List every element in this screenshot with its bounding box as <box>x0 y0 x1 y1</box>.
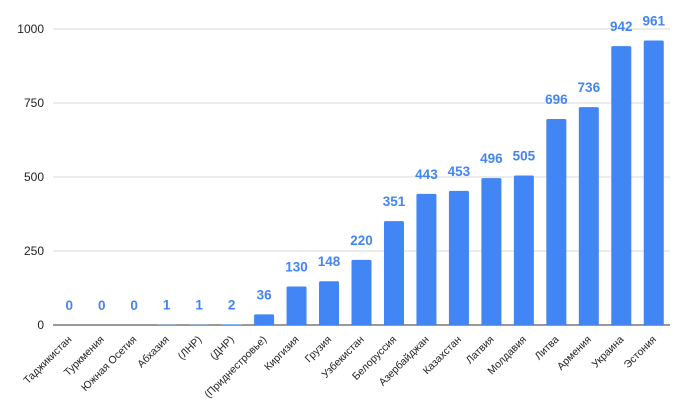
bars-layer <box>156 40 664 325</box>
x-tick-label: (ДНР) <box>208 334 237 363</box>
data-label: 1 <box>163 298 171 313</box>
data-label: 130 <box>285 260 308 275</box>
bar <box>448 190 469 325</box>
data-labels-layer: 0 0 0 1 1 2 36 130 148 220 351 443 453 496 505 696 736 94… <box>65 14 665 313</box>
data-label: 696 <box>545 92 568 107</box>
bar <box>286 286 307 325</box>
x-tick-label: (Приднестровье) <box>202 334 269 401</box>
data-label: 443 <box>415 167 438 182</box>
x-tick-label: Грузия <box>303 334 334 365</box>
bar <box>643 40 664 325</box>
data-label: 0 <box>65 298 73 313</box>
y-tick-label: 250 <box>24 244 44 258</box>
data-label: 453 <box>448 164 471 179</box>
y-tick-label: 750 <box>24 96 44 110</box>
bar <box>481 178 502 325</box>
x-tick-label: Таджикистан <box>21 333 74 386</box>
data-label: 148 <box>318 254 341 269</box>
y-tick-label: 500 <box>24 170 44 184</box>
data-label: 0 <box>98 298 106 313</box>
bar <box>254 314 275 325</box>
data-label: 736 <box>578 80 601 95</box>
data-label: 942 <box>610 19 633 34</box>
bar <box>351 259 372 325</box>
bar <box>578 107 599 325</box>
x-tick-label: Литва <box>533 334 562 363</box>
data-label: 351 <box>383 194 406 209</box>
bar <box>383 221 404 325</box>
y-tick-label: 0 <box>37 318 44 332</box>
data-label: 2 <box>228 297 236 312</box>
data-label: 505 <box>513 149 536 164</box>
bar <box>611 46 632 325</box>
y-tick-label: 1000 <box>17 22 44 36</box>
x-tick-label: Армения <box>555 334 594 373</box>
data-label: 220 <box>350 233 373 248</box>
x-tick-label: Эстония <box>622 334 659 371</box>
bar <box>513 175 534 325</box>
data-label: 0 <box>130 298 138 313</box>
x-tick-label: (ЛНР) <box>176 334 205 363</box>
bar <box>546 118 567 325</box>
data-label: 496 <box>480 151 503 166</box>
bar <box>221 324 242 325</box>
x-tick-label: Украина <box>590 334 627 371</box>
x-tick-label: Киргизия <box>262 334 302 374</box>
data-label: 1 <box>195 298 203 313</box>
bar <box>416 193 437 325</box>
data-label: 961 <box>642 14 665 29</box>
bar <box>319 281 340 325</box>
data-label: 36 <box>257 287 273 302</box>
grid-layer <box>53 28 670 326</box>
x-tick-label: Абхазия <box>135 334 172 371</box>
y-axis-ticks: 0 250 500 750 1000 <box>17 22 44 332</box>
